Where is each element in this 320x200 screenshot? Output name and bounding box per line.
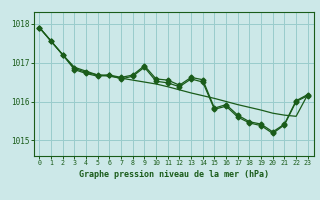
X-axis label: Graphe pression niveau de la mer (hPa): Graphe pression niveau de la mer (hPa) [79, 170, 268, 179]
